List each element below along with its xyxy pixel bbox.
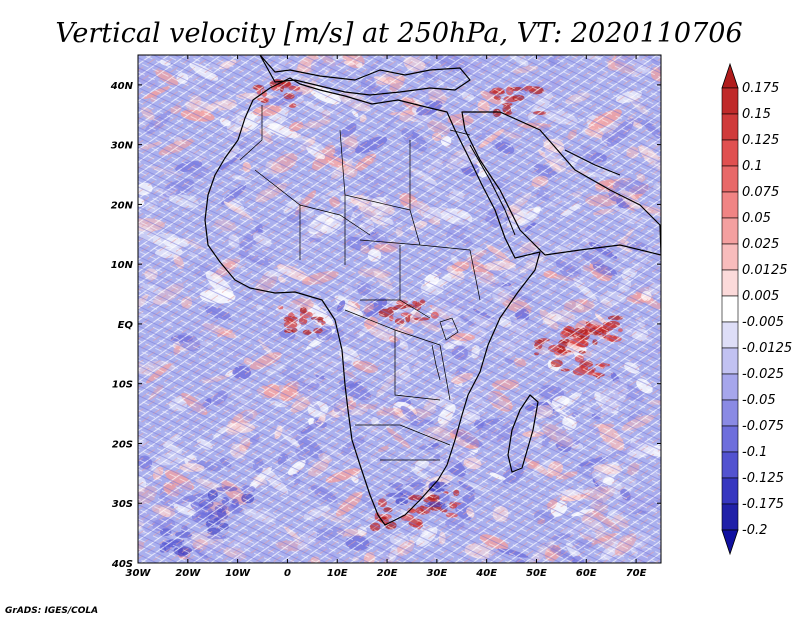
- madagascar-coastline: [507, 394, 539, 473]
- colorbar-segment: [721, 87, 739, 115]
- colorbar-segment: [721, 165, 739, 193]
- colorbar-min-arrow: [721, 529, 739, 556]
- colorbar-label: -0.1: [742, 445, 767, 460]
- lon-tick-label: 50E: [526, 568, 547, 579]
- colorbar-label: 0.1: [742, 159, 763, 174]
- lon-tick-label: 20E: [377, 568, 398, 579]
- lat-tick-label: 10N: [111, 260, 134, 271]
- lon-tick-label: 10E: [327, 568, 348, 579]
- colorbar-label: 0.05: [742, 211, 771, 226]
- colorbar-segment: [721, 243, 739, 271]
- lat-tick-label: 20N: [111, 200, 134, 211]
- colorbar-segment: [721, 191, 739, 219]
- lake-tanganyika: [431, 344, 441, 381]
- map-frame: [137, 54, 662, 564]
- credit-text: GrADS: IGES/COLA: [5, 606, 98, 616]
- colorbar-label: 0.125: [742, 133, 779, 148]
- africa-coastline: [204, 77, 541, 526]
- colorbar-label: 0.15: [742, 107, 771, 122]
- colorbar-label: -0.175: [742, 497, 784, 512]
- colorbar-segment: [721, 269, 739, 297]
- arabia-coastline: [461, 111, 661, 256]
- colorbar-label: -0.075: [742, 419, 784, 434]
- map-axis-ticks: 30W 20W 10W 0 10E 20E 30E 40E 50E 60E 70E 40N 30N 20N…: [110, 55, 661, 579]
- colorbar-segment: [721, 113, 739, 141]
- persian-gulf-outline: [564, 149, 621, 176]
- colorbar-segment: [721, 139, 739, 167]
- lon-tick-label: 30E: [426, 568, 447, 579]
- border-lines: [239, 105, 481, 461]
- colorbar-label: 0.0125: [742, 263, 788, 278]
- colorbar-max-arrow: [721, 62, 739, 89]
- field-streaks-secondary: [138, 55, 661, 563]
- colorbar-label: -0.05: [742, 393, 776, 408]
- colorbar-label: -0.025: [742, 367, 784, 382]
- lon-tick-label: 0: [284, 568, 291, 579]
- colorbar-label: -0.125: [742, 471, 784, 486]
- lon-tick-label: 10W: [225, 568, 251, 579]
- colorbar-segment: [721, 425, 739, 453]
- colorbar-segment: [721, 217, 739, 245]
- map-title: Vertical velocity [m/s] at 250hPa, VT: 2…: [55, 18, 742, 49]
- lon-tick-label: 30W: [126, 568, 152, 579]
- colorbar-segment: [721, 373, 739, 401]
- lon-tick-label: 40E: [475, 568, 497, 579]
- lon-tick-label: 70E: [626, 568, 647, 579]
- colorbar-segment: [721, 451, 739, 479]
- country-borders: [239, 105, 481, 461]
- colorbar-label: -0.005: [742, 315, 784, 330]
- colorbar-segment: [721, 503, 739, 531]
- lon-tick-label: 20W: [175, 568, 201, 579]
- velocity-field: [138, 55, 661, 563]
- lake-victoria: [439, 317, 459, 341]
- lat-tick-label: 40N: [110, 81, 134, 92]
- colorbar-label: 0.025: [742, 237, 779, 252]
- colorbar-segment: [721, 321, 739, 349]
- lat-tick-label: 20S: [112, 439, 133, 450]
- colorbar-segment: [721, 399, 739, 427]
- red-sea-outline: [469, 144, 516, 236]
- lat-tick-label: 10S: [112, 380, 133, 391]
- colorbar: 0.175 0.15 0.125 0.1 0.075 0.05 0.025 0.0125 0.0…: [721, 62, 792, 556]
- coastlines: [204, 55, 661, 526]
- lon-tick-label: 60E: [576, 568, 597, 579]
- colorbar-label: 0.075: [742, 185, 779, 200]
- colorbar-label: 0.005: [742, 289, 779, 304]
- colorbar-label: -0.0125: [742, 341, 792, 356]
- colorbar-segment: [721, 347, 739, 375]
- colorbar-segment: [721, 295, 739, 323]
- lat-tick-label: 40S: [111, 559, 133, 570]
- europe-coastline: [259, 55, 471, 96]
- colorbar-segment: [721, 477, 739, 505]
- colorbar-label: -0.2: [742, 523, 767, 538]
- lat-tick-label: 30S: [112, 499, 133, 510]
- colorbar-label: 0.175: [742, 81, 779, 96]
- lat-tick-label: EQ: [118, 320, 134, 331]
- lat-tick-label: 30N: [111, 141, 134, 152]
